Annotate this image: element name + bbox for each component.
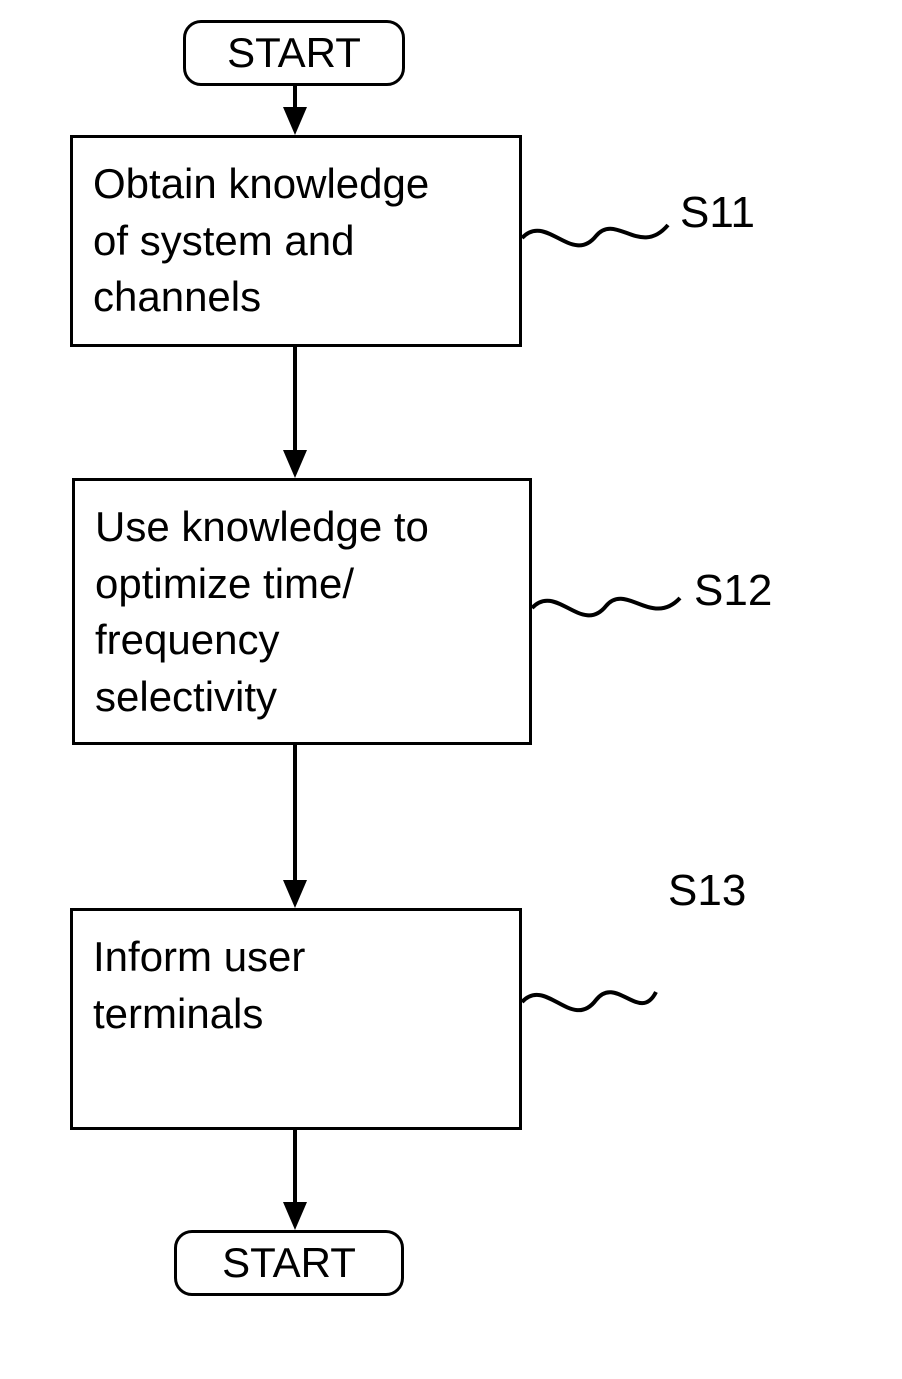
end-label: START (222, 1239, 356, 1287)
flowchart-container: START Obtain knowledgeof system andchann… (0, 0, 902, 1379)
arrow-s13-end (0, 0, 902, 1379)
end-node: START (174, 1230, 404, 1296)
